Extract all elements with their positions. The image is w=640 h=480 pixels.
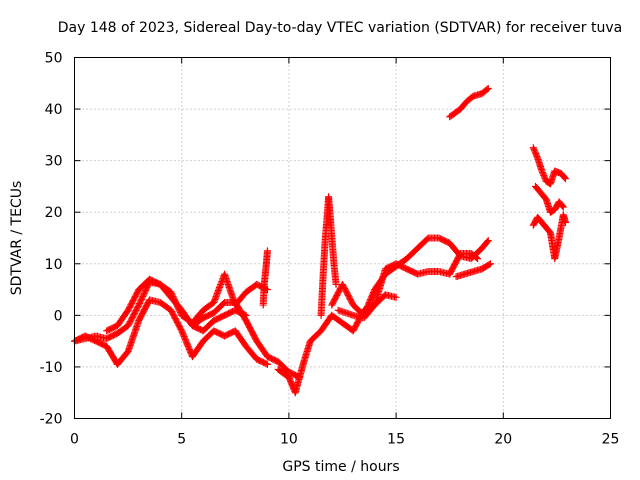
series-track-d	[188, 298, 304, 381]
series-track-g	[334, 249, 482, 322]
data-point	[561, 174, 569, 182]
data-point	[532, 150, 540, 158]
data-point	[484, 237, 492, 245]
data-point	[532, 151, 540, 159]
y-tick-labels: -20 -10 0 10 20 30 40 50	[40, 51, 63, 428]
x-axis-label: GPS time / hours	[282, 459, 399, 475]
data-point	[473, 254, 480, 262]
series-track-b	[71, 296, 271, 368]
data-point	[530, 145, 538, 153]
x-tick-label: 0	[70, 432, 79, 448]
x-tick-label: 25	[602, 432, 620, 448]
data-point	[558, 202, 566, 210]
data-point	[540, 173, 548, 181]
series-track-j	[529, 144, 569, 188]
x-tick-label: 20	[494, 432, 512, 448]
data-point	[541, 174, 549, 182]
x-tick-label: 15	[387, 432, 405, 448]
data-point	[392, 293, 400, 301]
data-point	[483, 238, 491, 246]
y-tick-label: 30	[45, 154, 63, 170]
x-tick-labels: 0 5 10 15 20 25	[70, 432, 619, 448]
series-track-f	[328, 234, 492, 319]
data-point	[486, 260, 494, 268]
y-tick-label: 20	[45, 205, 63, 221]
data-point	[539, 168, 547, 176]
x-tick-label: 10	[280, 432, 298, 448]
data-point	[263, 360, 271, 368]
series-spike-8.8	[259, 247, 271, 309]
data-point	[538, 167, 546, 175]
series-track-i	[446, 84, 492, 121]
grid	[74, 57, 611, 419]
data-point	[531, 148, 539, 156]
data-point	[474, 255, 482, 263]
y-tick-label: -20	[40, 412, 63, 428]
plot-frame	[74, 57, 611, 419]
data-point	[529, 144, 537, 152]
data-point	[561, 175, 569, 183]
series-track-k	[531, 182, 567, 216]
data-point	[539, 170, 547, 178]
y-tick-label: 40	[45, 102, 63, 118]
data-point	[483, 85, 491, 93]
chart-title: Day 148 of 2023, Sidereal Day-to-day VTE…	[58, 20, 622, 36]
x-tick-label: 5	[177, 432, 186, 448]
data-point	[485, 261, 493, 269]
y-tick-label: 0	[54, 308, 63, 324]
y-tick-label: 10	[45, 257, 63, 273]
series-track-h	[452, 260, 494, 281]
series-track-e	[274, 291, 400, 397]
y-tick-label: -10	[40, 360, 63, 376]
y-tick-label: 50	[45, 51, 63, 67]
data-point	[540, 171, 548, 179]
y-axis-label: SDTVAR / TECUs	[9, 181, 25, 296]
series-track-l	[529, 211, 569, 263]
data-point	[262, 360, 270, 368]
data-point	[263, 247, 271, 255]
series-spike-11.7	[317, 193, 340, 319]
axis-ticks	[74, 57, 611, 419]
data-point	[332, 280, 340, 288]
data-point	[484, 84, 492, 92]
data-point	[561, 219, 569, 227]
data-points	[71, 84, 569, 397]
data-point	[531, 147, 539, 155]
data-point	[559, 203, 567, 211]
